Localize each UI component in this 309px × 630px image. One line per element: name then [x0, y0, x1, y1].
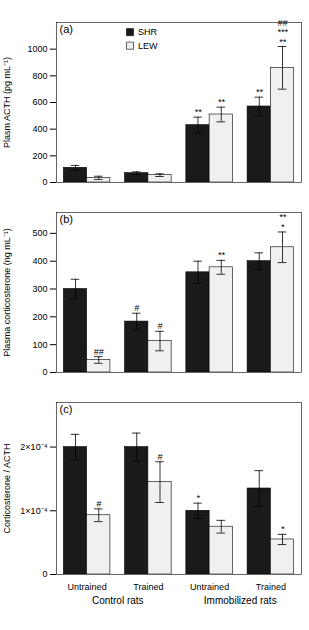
svg-text:#: #: [134, 303, 140, 313]
svg-text:(b): (b): [60, 213, 73, 225]
svg-text:600: 600: [32, 97, 47, 107]
svg-text:100: 100: [32, 340, 47, 350]
svg-text:Control rats: Control rats: [92, 595, 144, 606]
svg-text:300: 300: [32, 284, 47, 294]
svg-text:2×10⁻⁴: 2×10⁻⁴: [20, 442, 47, 452]
svg-text:200: 200: [32, 151, 47, 161]
svg-text:**: **: [256, 87, 264, 97]
svg-text:200: 200: [32, 312, 47, 322]
svg-text:(c): (c): [60, 403, 73, 415]
svg-text:Corticosterone / ACTH: Corticosterone / ACTH: [2, 443, 12, 533]
svg-text:**: **: [279, 37, 287, 47]
svg-text:##: ##: [94, 347, 105, 357]
svg-text:#: #: [158, 321, 164, 331]
svg-text:#: #: [158, 452, 164, 462]
svg-text:1×10⁻⁴: 1×10⁻⁴: [20, 506, 47, 516]
svg-text:Untrained: Untrained: [190, 582, 229, 592]
svg-text:LEW: LEW: [138, 41, 158, 51]
svg-text:1000: 1000: [27, 44, 47, 54]
svg-text:*: *: [281, 222, 285, 232]
svg-text:500: 500: [32, 228, 47, 238]
svg-text:**: **: [279, 212, 287, 222]
svg-text:(a): (a): [60, 23, 73, 35]
svg-text:SHR: SHR: [138, 27, 158, 37]
svg-text:Plasma corticosterone (ng mL⁻¹: Plasma corticosterone (ng mL⁻¹): [2, 228, 12, 357]
svg-text:400: 400: [32, 256, 47, 266]
svg-text:Immobilized rats: Immobilized rats: [204, 595, 277, 606]
svg-text:**: **: [218, 97, 226, 107]
svg-text:0: 0: [42, 367, 47, 377]
svg-text:##***: ##***: [277, 18, 288, 37]
svg-text:Plasm ACTH (pg mL⁻¹): Plasm ACTH (pg mL⁻¹): [2, 57, 12, 148]
svg-text:400: 400: [32, 124, 47, 134]
svg-text:*: *: [196, 493, 200, 503]
svg-text:**: **: [194, 107, 202, 117]
svg-text:Trained: Trained: [256, 582, 286, 592]
svg-text:*: *: [281, 524, 285, 534]
svg-text:800: 800: [32, 71, 47, 81]
svg-text:Trained: Trained: [133, 582, 163, 592]
svg-text:**: **: [218, 250, 226, 260]
svg-text:0: 0: [42, 177, 47, 187]
svg-text:#: #: [96, 499, 102, 509]
svg-text:0: 0: [42, 569, 47, 579]
svg-text:Untrained: Untrained: [68, 582, 107, 592]
